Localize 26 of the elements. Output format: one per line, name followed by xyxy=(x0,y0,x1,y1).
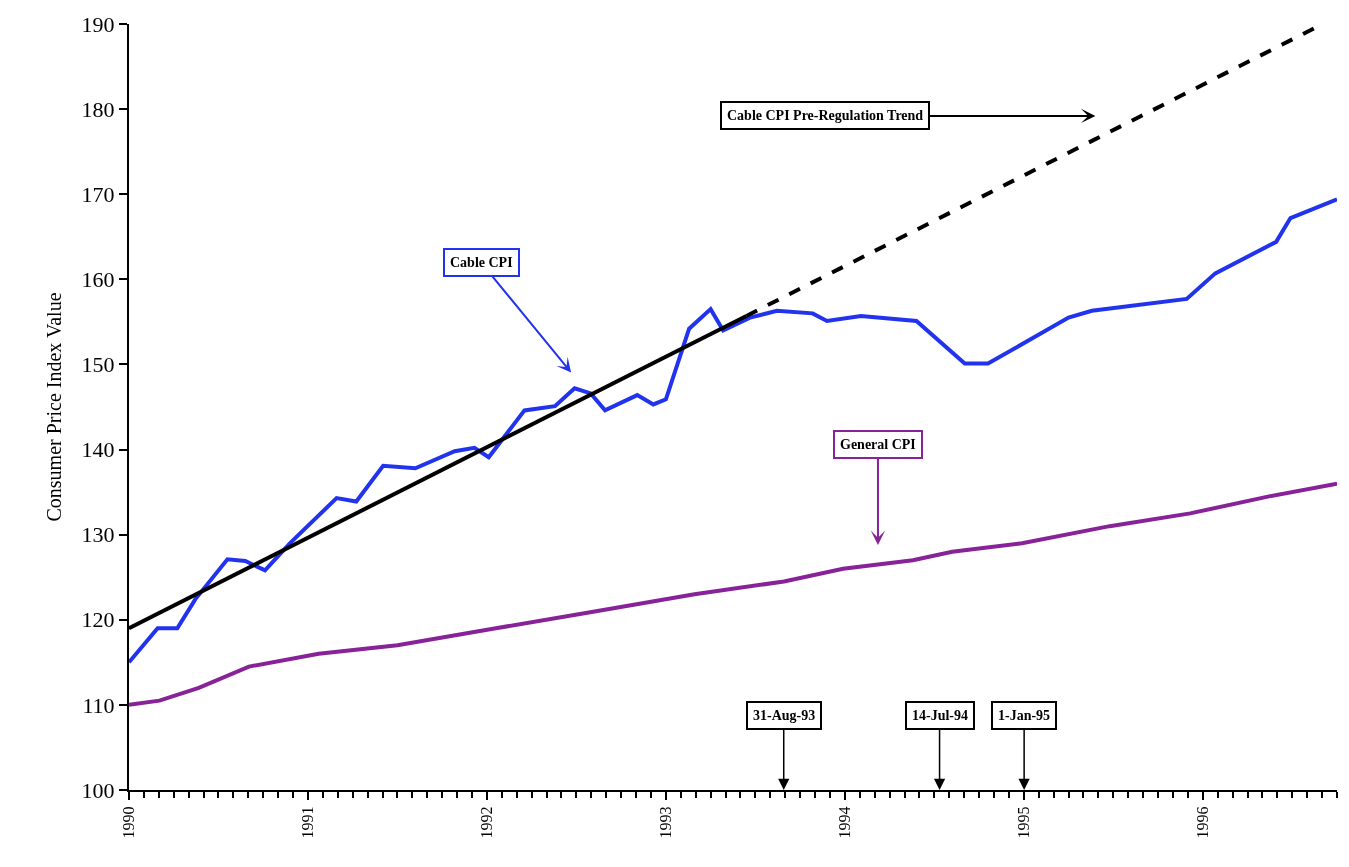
annotation: Cable CPI xyxy=(450,255,513,270)
x-tick-label: 1990 xyxy=(120,806,138,839)
y-tick-label: 180 xyxy=(81,96,115,122)
y-tick-label: 150 xyxy=(81,352,115,378)
x-tick-label: 1995 xyxy=(1015,806,1033,839)
y-axis-title: Consumer Price Index Value xyxy=(42,292,65,522)
line-series xyxy=(129,197,1337,665)
annotation: Cable CPI Pre-Regulation Trend xyxy=(727,108,924,123)
y-tick-label: 170 xyxy=(81,181,115,207)
y-tick-label: 140 xyxy=(81,437,115,463)
annotation: 31-Aug-93 xyxy=(753,708,816,723)
annotation: 1-Jan-95 xyxy=(998,708,1051,723)
annotation: General CPI xyxy=(840,437,916,452)
y-tick-label: 120 xyxy=(81,607,115,633)
x-tick-label: 1996 xyxy=(1193,806,1211,839)
y-tick-label: 110 xyxy=(82,692,115,718)
x-tick-label: 1991 xyxy=(299,806,317,839)
y-tick-label: 190 xyxy=(81,11,115,37)
x-tick-label: 1992 xyxy=(478,806,496,839)
y-tick-label: 160 xyxy=(81,267,115,293)
y-tick-label: 100 xyxy=(81,777,115,803)
x-tick-label: 1994 xyxy=(836,806,854,839)
y-tick-label: 130 xyxy=(81,522,115,548)
annotation: 14-Jul-94 xyxy=(912,708,968,723)
line-series xyxy=(129,481,1337,707)
x-tick-label: 1993 xyxy=(657,806,675,839)
